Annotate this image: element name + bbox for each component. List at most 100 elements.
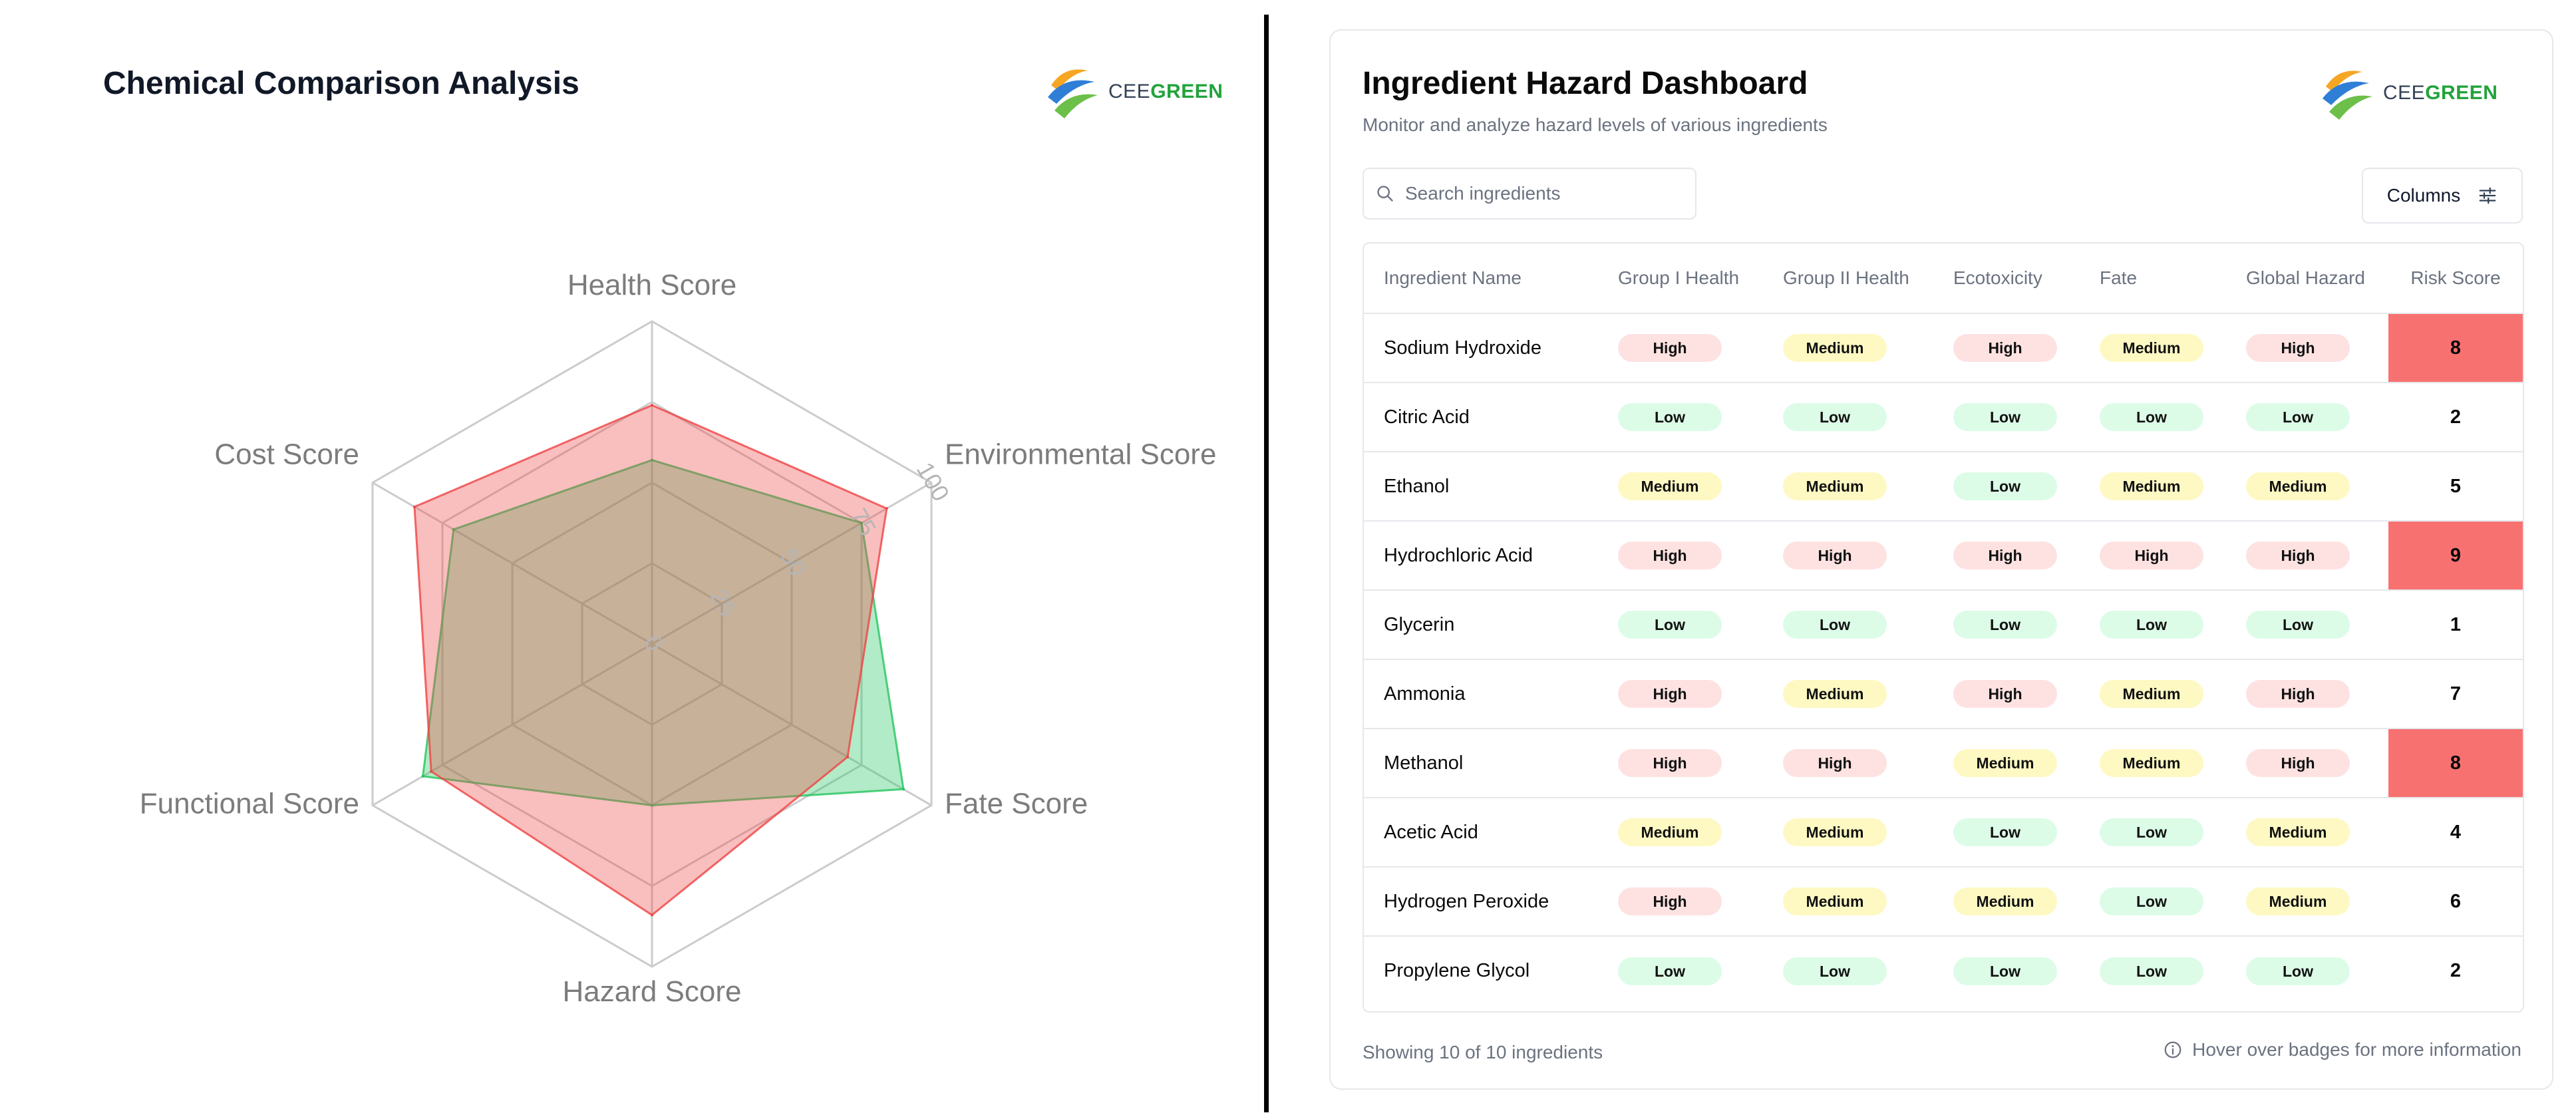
hazard-cell: High [2080, 521, 2226, 591]
risk-score-cell: 2 [2388, 383, 2523, 452]
hazard-badge[interactable]: Medium [1618, 818, 1722, 846]
column-header-ecotoxicity[interactable]: Ecotoxicity [1933, 243, 2080, 314]
hazard-badge[interactable]: High [1618, 680, 1722, 708]
hazard-badge[interactable]: Low [1953, 472, 2057, 500]
hazard-badge[interactable]: Low [1953, 403, 2057, 431]
column-header-group-i-health[interactable]: Group I Health [1598, 243, 1763, 314]
hazard-badge[interactable]: Low [1618, 957, 1722, 985]
hazard-badge[interactable]: Medium [2100, 334, 2203, 362]
hazard-badge[interactable]: Low [1953, 957, 2057, 985]
hazard-badge[interactable]: Low [1783, 403, 1887, 431]
hazard-badge[interactable]: High [2100, 542, 2203, 569]
hazard-table-container: Ingredient Name Group I Health Group II … [1363, 242, 2524, 1013]
table-row[interactable]: Sodium Hydroxide High Medium High Medium High… [1364, 313, 2523, 383]
hazard-badge[interactable]: Low [2100, 403, 2203, 431]
table-row[interactable]: Hydrogen Peroxide High Medium Medium Low Medi… [1364, 867, 2523, 937]
hazard-badge[interactable]: Low [2246, 403, 2350, 431]
hazard-badge[interactable]: High [2246, 680, 2350, 708]
hazard-badge[interactable]: Medium [2246, 472, 2350, 500]
hazard-badge[interactable]: Medium [1953, 749, 2057, 777]
hazard-badge[interactable]: High [2246, 749, 2350, 777]
hazard-badge[interactable]: High [2246, 542, 2350, 569]
hazard-badge[interactable]: Medium [2246, 887, 2350, 915]
table-row[interactable]: Ammonia High Medium High Medium High 7 [1364, 659, 2523, 729]
hazard-cell: Medium [1598, 798, 1763, 868]
column-header-group-ii-health[interactable]: Group II Health [1763, 243, 1933, 314]
table-row[interactable]: Methanol High High Medium Medium High 8 [1364, 728, 2523, 798]
hazard-cell: Low [2226, 936, 2388, 1005]
hazard-cell: Low [1763, 383, 1933, 452]
radar-point [846, 755, 850, 758]
hazard-badge[interactable]: Low [2246, 957, 2350, 985]
hazard-badge[interactable]: Low [1783, 611, 1887, 639]
hazard-badge[interactable]: High [1618, 749, 1722, 777]
hazard-badge[interactable]: High [1783, 749, 1887, 777]
hazard-badge[interactable]: High [1618, 887, 1722, 915]
hazard-badge[interactable]: Low [1953, 611, 2057, 639]
hazard-badge[interactable]: Medium [2100, 749, 2203, 777]
radar-axis-label: Cost Score [214, 438, 359, 471]
hazard-badge[interactable]: Low [1783, 957, 1887, 985]
info-icon [2164, 1041, 2181, 1058]
hazard-badge[interactable]: Low [2100, 887, 2203, 915]
hazard-cell: Low [2226, 590, 2388, 660]
hazard-cell: High [2226, 521, 2388, 591]
hazard-cell: High [2226, 313, 2388, 383]
hazard-badge[interactable]: Medium [2100, 680, 2203, 708]
hazard-cell: High [1763, 521, 1933, 591]
search-input[interactable] [1405, 183, 1671, 204]
hazard-badge[interactable]: Medium [1783, 472, 1887, 500]
hazard-badge[interactable]: High [1953, 334, 2057, 362]
hazard-badge[interactable]: Low [1618, 403, 1722, 431]
table-header-row: Ingredient Name Group I Health Group II … [1364, 243, 2523, 314]
hazard-badge[interactable]: High [1618, 334, 1722, 362]
hazard-badge[interactable]: High [1618, 542, 1722, 569]
table-row[interactable]: Citric Acid Low Low Low Low Low 2 [1364, 383, 2523, 452]
hazard-badge[interactable]: Medium [1783, 680, 1887, 708]
hazard-badge[interactable]: Low [2100, 818, 2203, 846]
ingredient-name-cell: Hydrochloric Acid [1364, 521, 1598, 591]
hazard-badge[interactable]: Low [2100, 611, 2203, 639]
hazard-cell: Medium [2080, 728, 2226, 798]
hazard-badge[interactable]: Medium [1618, 472, 1722, 500]
ingredient-name-cell: Citric Acid [1364, 383, 1598, 452]
table-row[interactable]: Hydrochloric Acid High High High High High 9 [1364, 521, 2523, 591]
radar-point [885, 507, 888, 510]
column-header-ingredient-name[interactable]: Ingredient Name [1364, 243, 1598, 314]
hazard-badge[interactable]: Medium [2246, 818, 2350, 846]
radar-point [902, 788, 905, 791]
hazard-badge[interactable]: Medium [1783, 887, 1887, 915]
hazard-badge[interactable]: Low [2100, 957, 2203, 985]
search-box[interactable] [1363, 168, 1696, 220]
column-header-risk-score[interactable]: Risk Score [2388, 243, 2523, 314]
hazard-badge[interactable]: Low [1618, 611, 1722, 639]
hover-hint-text: Hover over badges for more information [2192, 1039, 2521, 1060]
hazard-badge[interactable]: Medium [2100, 472, 2203, 500]
hazard-cell: Medium [1598, 452, 1763, 522]
hazard-badge[interactable]: High [1953, 542, 2057, 569]
hazard-cell: High [2226, 659, 2388, 729]
hazard-badge[interactable]: Low [1953, 818, 2057, 846]
hazard-badge[interactable]: Medium [1783, 818, 1887, 846]
hazard-badge[interactable]: Medium [1783, 334, 1887, 362]
table-row[interactable]: Acetic Acid Medium Medium Low Low Medium 4 [1364, 798, 2523, 868]
risk-score-cell: 5 [2388, 452, 2523, 522]
table-row[interactable]: Ethanol Medium Medium Low Medium Medium 5 [1364, 452, 2523, 522]
columns-button[interactable]: Columns [2362, 168, 2523, 224]
hazard-badge[interactable]: Medium [1953, 887, 2057, 915]
table-row[interactable]: Glycerin Low Low Low Low Low 1 [1364, 590, 2523, 660]
column-header-global-hazard[interactable]: Global Hazard [2226, 243, 2388, 314]
hazard-cell: High [1598, 867, 1763, 937]
hazard-badge[interactable]: High [1783, 542, 1887, 569]
hazard-badge[interactable]: Low [2246, 611, 2350, 639]
hazard-cell: Low [1598, 936, 1763, 1005]
hazard-cell: Medium [2226, 452, 2388, 522]
hazard-cell: Low [1598, 383, 1763, 452]
hazard-badge[interactable]: High [2246, 334, 2350, 362]
hazard-badge[interactable]: High [1953, 680, 2057, 708]
risk-score-cell: 1 [2388, 590, 2523, 660]
column-header-fate[interactable]: Fate [2080, 243, 2226, 314]
hazard-cell: High [1598, 728, 1763, 798]
table-row[interactable]: Propylene Glycol Low Low Low Low Low 2 [1364, 936, 2523, 1005]
